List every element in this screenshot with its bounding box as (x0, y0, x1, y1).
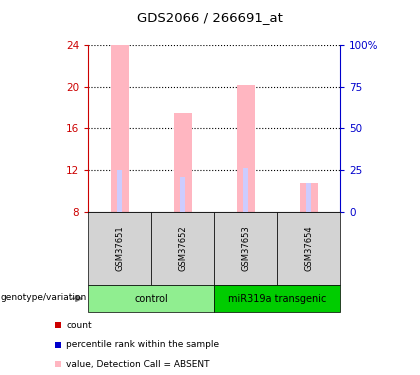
Text: GDS2066 / 266691_at: GDS2066 / 266691_at (137, 11, 283, 24)
Text: percentile rank within the sample: percentile rank within the sample (66, 340, 220, 349)
Text: genotype/variation: genotype/variation (1, 293, 87, 302)
Text: GSM37652: GSM37652 (178, 226, 187, 271)
Text: GSM37651: GSM37651 (115, 226, 124, 271)
Bar (300, 183, 318, 212)
Text: control: control (134, 294, 168, 303)
Text: miR319a transgenic: miR319a transgenic (228, 294, 326, 303)
Bar (174, 113, 192, 212)
Bar (243, 168, 248, 212)
Bar (306, 183, 311, 212)
Text: count: count (66, 321, 92, 330)
Bar (237, 85, 255, 212)
Bar (111, 45, 129, 212)
Text: value, Detection Call = ABSENT: value, Detection Call = ABSENT (66, 360, 210, 369)
Bar (180, 177, 185, 212)
Bar (117, 170, 122, 212)
Text: GSM37653: GSM37653 (241, 226, 250, 272)
Text: GSM37654: GSM37654 (304, 226, 313, 271)
